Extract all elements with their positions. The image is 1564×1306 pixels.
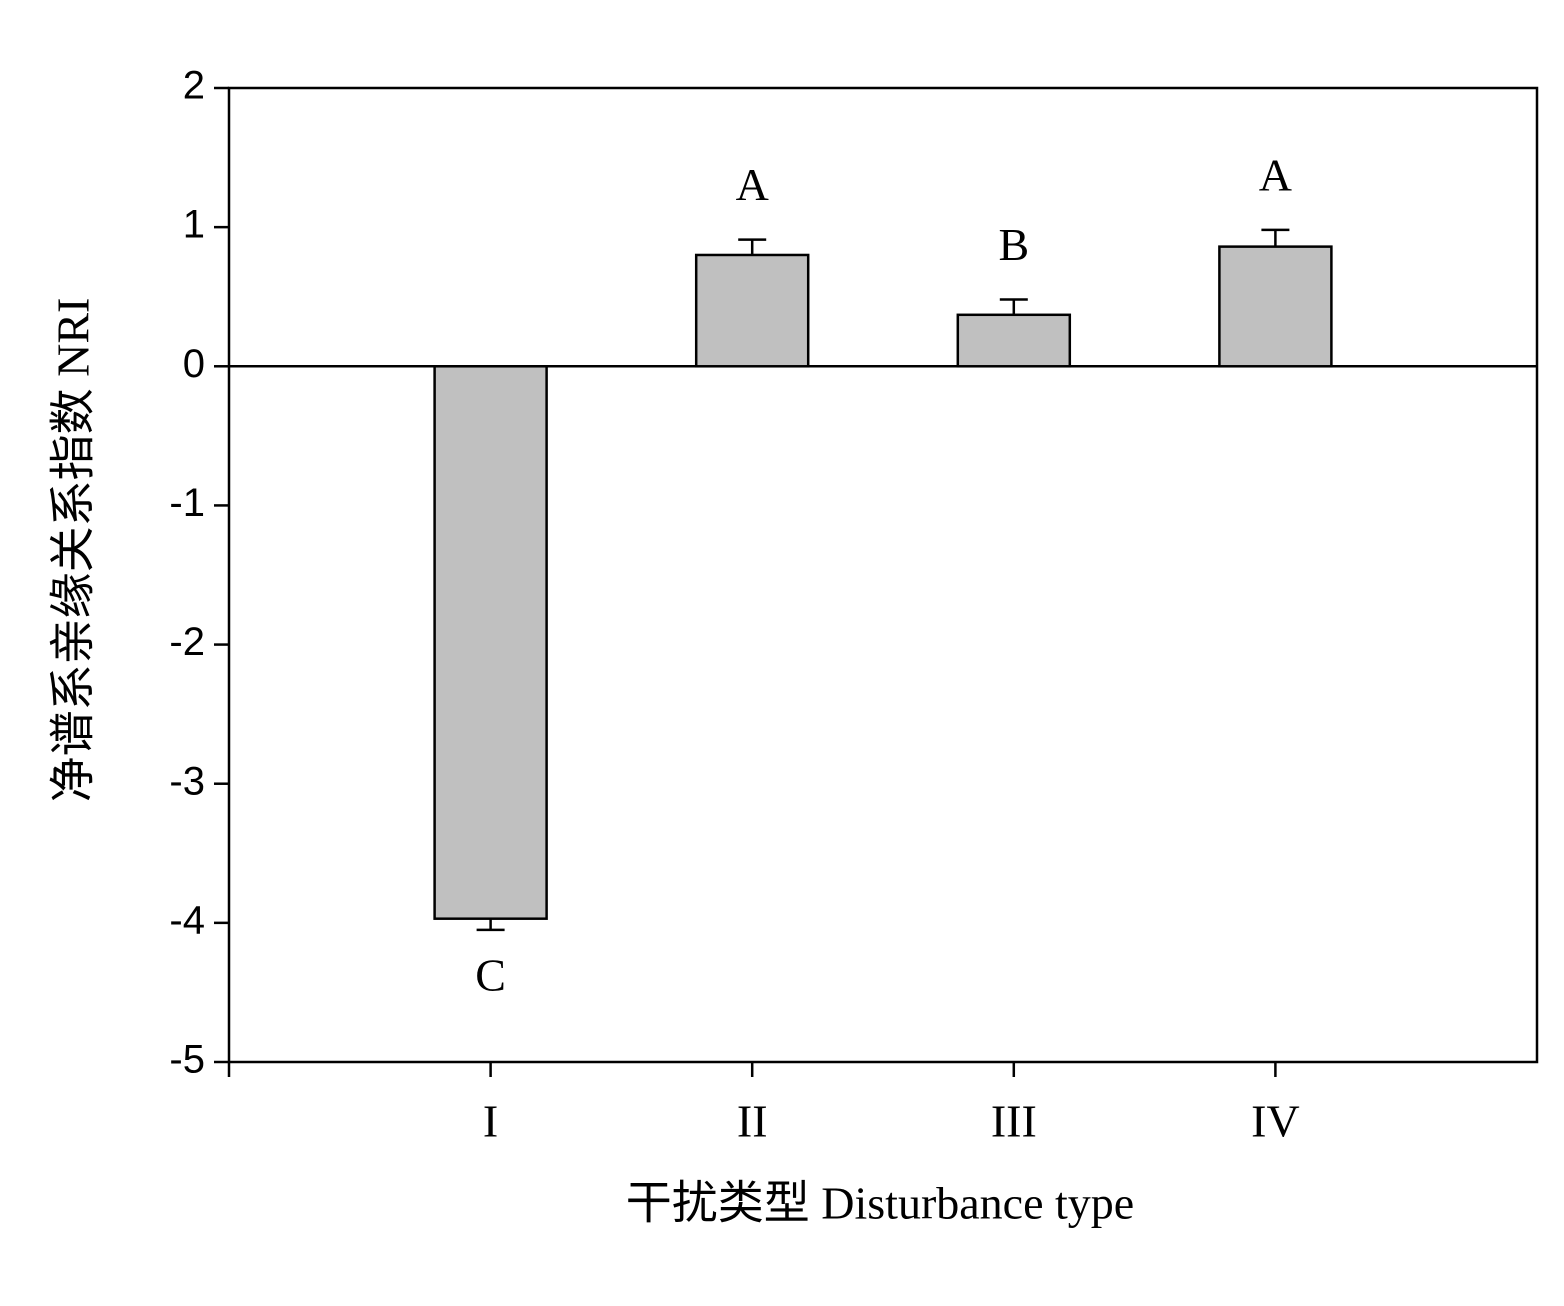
y-tick-label: 0	[183, 342, 205, 386]
y-axis-title: 净谱系亲缘关系指数 NRI	[48, 298, 99, 803]
x-tick-label: IV	[1251, 1096, 1300, 1147]
bar	[956, 313, 1072, 368]
annotation: B	[998, 219, 1029, 270]
annotation: A	[1259, 149, 1292, 200]
x-tick-label: I	[483, 1096, 498, 1147]
annotation: C	[475, 949, 506, 1000]
annotation: A	[736, 159, 769, 210]
y-tick-label: 1	[183, 203, 205, 247]
y-tick-label: -2	[169, 620, 205, 664]
bar	[433, 365, 548, 920]
plot-frame	[227, 86, 1539, 1064]
y-tick-label: -1	[169, 481, 205, 525]
x-tick-label: III	[991, 1096, 1037, 1147]
y-tick-label: -3	[169, 759, 205, 803]
y-tick-label: 2	[183, 64, 205, 108]
x-axis-title: 干扰类型 Disturbance type	[626, 1178, 1134, 1229]
bar	[694, 253, 810, 368]
y-tick-label: -4	[169, 898, 205, 942]
bar	[1218, 245, 1333, 368]
y-tick-label: -5	[169, 1038, 205, 1082]
x-tick-label: II	[737, 1096, 768, 1147]
